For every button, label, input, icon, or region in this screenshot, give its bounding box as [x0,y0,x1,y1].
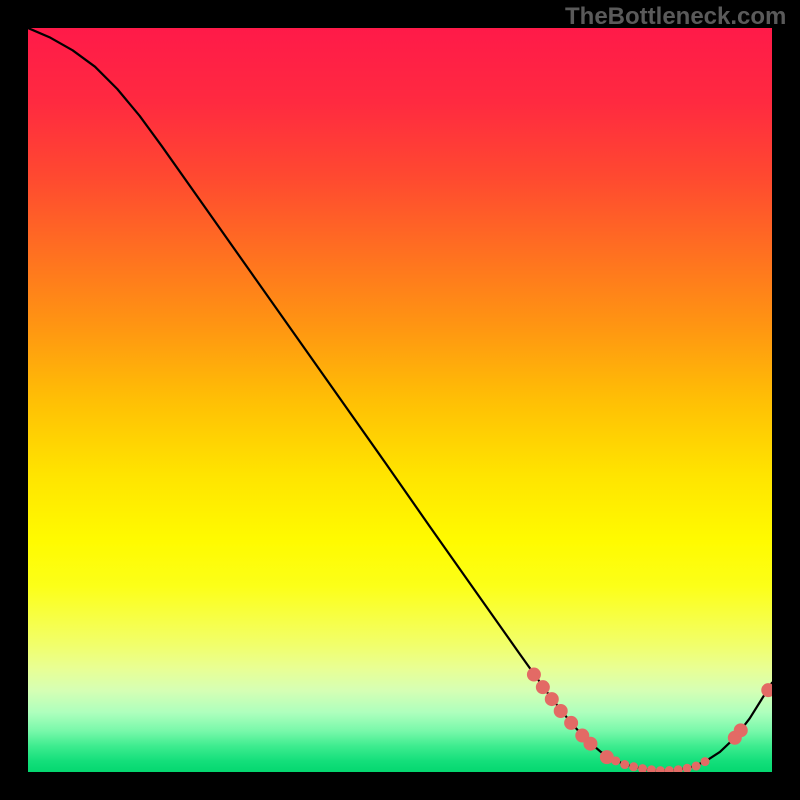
data-marker [565,716,578,729]
data-marker [536,681,549,694]
data-marker [554,704,567,717]
data-marker [647,766,655,772]
data-marker [621,761,629,769]
data-marker [656,767,664,772]
data-marker [762,684,772,697]
plot-area [28,28,772,772]
data-marker [545,693,558,706]
data-marker [665,767,673,772]
data-marker [674,766,682,772]
data-marker [701,758,709,766]
data-marker [734,724,747,737]
data-marker [527,668,540,681]
data-marker [584,737,597,750]
data-marker [630,763,638,771]
data-marker [639,765,647,772]
data-marker [692,762,700,770]
watermark-text: TheBottleneck.com [565,3,786,31]
data-marker [612,757,620,765]
plot-svg [28,28,772,772]
data-marker [683,764,691,772]
gradient-background [28,28,772,772]
